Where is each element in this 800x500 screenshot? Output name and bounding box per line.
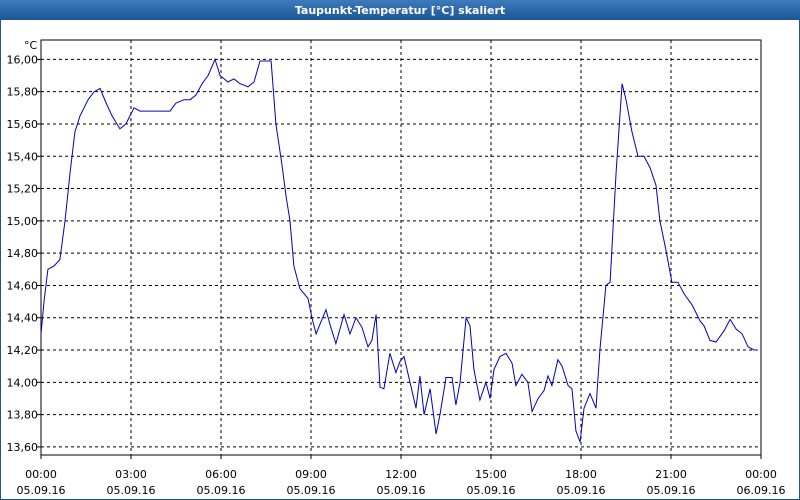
title-bar [0, 0, 800, 20]
x-tick-label: 06:00 [205, 468, 237, 481]
y-tick-label: 14,80 [7, 247, 39, 260]
chart-title: Taupunkt-Temperatur [°C] skaliert [295, 4, 505, 17]
y-unit: °C [24, 39, 38, 52]
plot-frame [40, 39, 762, 456]
line-series [40, 57, 758, 443]
x-tick-date: 05.09.16 [377, 484, 426, 497]
y-tick-label: 14,60 [7, 279, 39, 292]
x-tick-label: 00:00 [25, 468, 57, 481]
x-tick-label: 18:00 [565, 468, 597, 481]
y-tick-label: 15,80 [7, 86, 39, 99]
x-tick-date: 05.09.16 [287, 484, 336, 497]
y-tick-label: 14,20 [7, 344, 39, 357]
x-tick-date: 05.09.16 [467, 484, 516, 497]
y-tick-label: 15,40 [7, 150, 39, 163]
y-tick-label: 14,00 [7, 376, 39, 389]
x-tick-label: 15:00 [475, 468, 507, 481]
x-tick-label: 00:00 [745, 468, 777, 481]
y-tick-label: 13,80 [7, 409, 39, 422]
y-tick-label: 15,20 [7, 183, 39, 196]
x-tick-date: 05.09.16 [107, 484, 156, 497]
x-tick-date: 05.09.16 [557, 484, 606, 497]
y-tick-label: 15,60 [7, 118, 39, 131]
x-tick-label: 12:00 [385, 468, 417, 481]
x-tick-date: 06.09.16 [737, 484, 786, 497]
y-tick-label: 16,00 [7, 53, 39, 66]
x-tick-date: 05.09.16 [17, 484, 66, 497]
x-tick-label: 03:00 [115, 468, 147, 481]
x-tick-date: 05.09.16 [197, 484, 246, 497]
x-tick-label: 09:00 [295, 468, 327, 481]
x-tick-label: 21:00 [655, 468, 687, 481]
x-tick-date: 05.09.16 [647, 484, 696, 497]
y-tick-label: 13,60 [7, 441, 39, 454]
y-tick-label: 14,40 [7, 312, 39, 325]
y-tick-label: 15,00 [7, 215, 39, 228]
